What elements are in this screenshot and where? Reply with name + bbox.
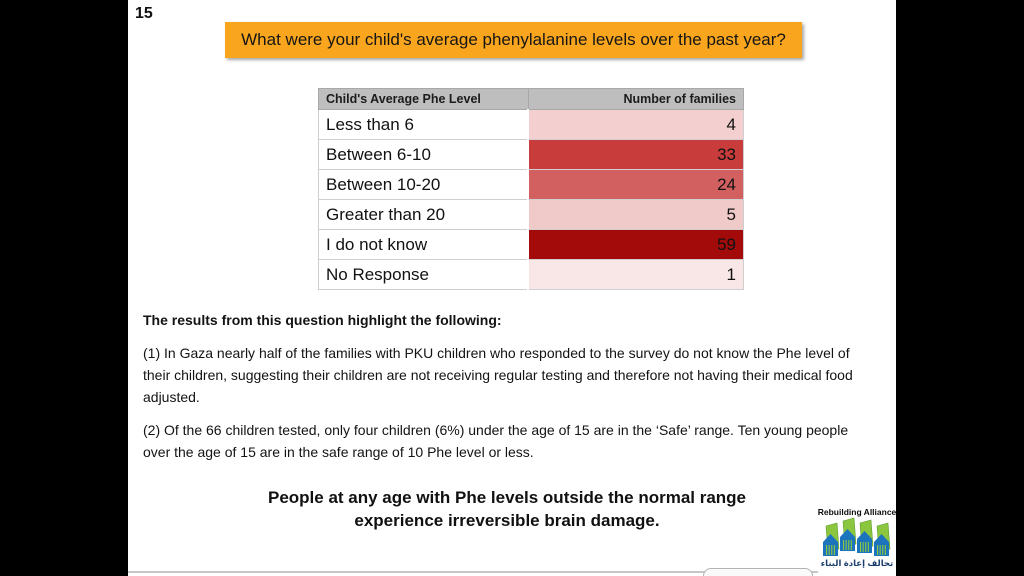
- row-value: 1: [527, 259, 745, 290]
- row-label: Less than 6: [318, 109, 529, 140]
- row-label: No Response: [318, 259, 529, 290]
- row-value: 33: [527, 139, 745, 170]
- slide: 15 What were your child's average phenyl…: [128, 0, 896, 576]
- conclusion-statement: People at any age with Phe levels outsid…: [267, 488, 747, 530]
- phe-table: Child's Average Phe Level Number of fami…: [318, 88, 745, 290]
- table-row: Greater than 20 5: [318, 199, 745, 230]
- row-value: 24: [527, 169, 745, 200]
- phe-table-header: Child's Average Phe Level Number of fami…: [318, 88, 745, 110]
- row-value: 4: [527, 109, 745, 140]
- presentation-controls-peek[interactable]: [703, 568, 813, 576]
- slide-number: 15: [135, 5, 153, 22]
- row-label: I do not know: [318, 229, 529, 260]
- results-paragraph-2: (2) Of the 66 children tested, only four…: [143, 422, 849, 460]
- column-header-phe-level: Child's Average Phe Level: [318, 88, 529, 110]
- logo-arabic-text: تحالف إعادة البناء: [820, 558, 894, 568]
- table-row: Between 10-20 24: [318, 169, 745, 200]
- results-intro: The results from this question highlight…: [143, 312, 502, 328]
- table-row: No Response 1: [318, 259, 745, 290]
- column-header-families: Number of families: [527, 88, 745, 110]
- results-paragraph-1: (1) In Gaza nearly half of the families …: [143, 345, 853, 405]
- rebuilding-alliance-logo: Rebuilding Alliance تحالف إعادة البناء: [818, 503, 896, 575]
- row-label: Between 10-20: [318, 169, 529, 200]
- slide-bottom-divider: [128, 571, 896, 573]
- row-value: 5: [527, 199, 745, 230]
- table-row: I do not know 59: [318, 229, 745, 260]
- row-value: 59: [527, 229, 745, 260]
- logo-title: Rebuilding Alliance: [817, 507, 897, 517]
- table-row: Between 6-10 33: [318, 139, 745, 170]
- row-label: Greater than 20: [318, 199, 529, 230]
- houses-icon: [823, 517, 891, 556]
- row-label: Between 6-10: [318, 139, 529, 170]
- table-row: Less than 6 4: [318, 109, 745, 140]
- question-banner: What were your child's average phenylala…: [225, 22, 802, 58]
